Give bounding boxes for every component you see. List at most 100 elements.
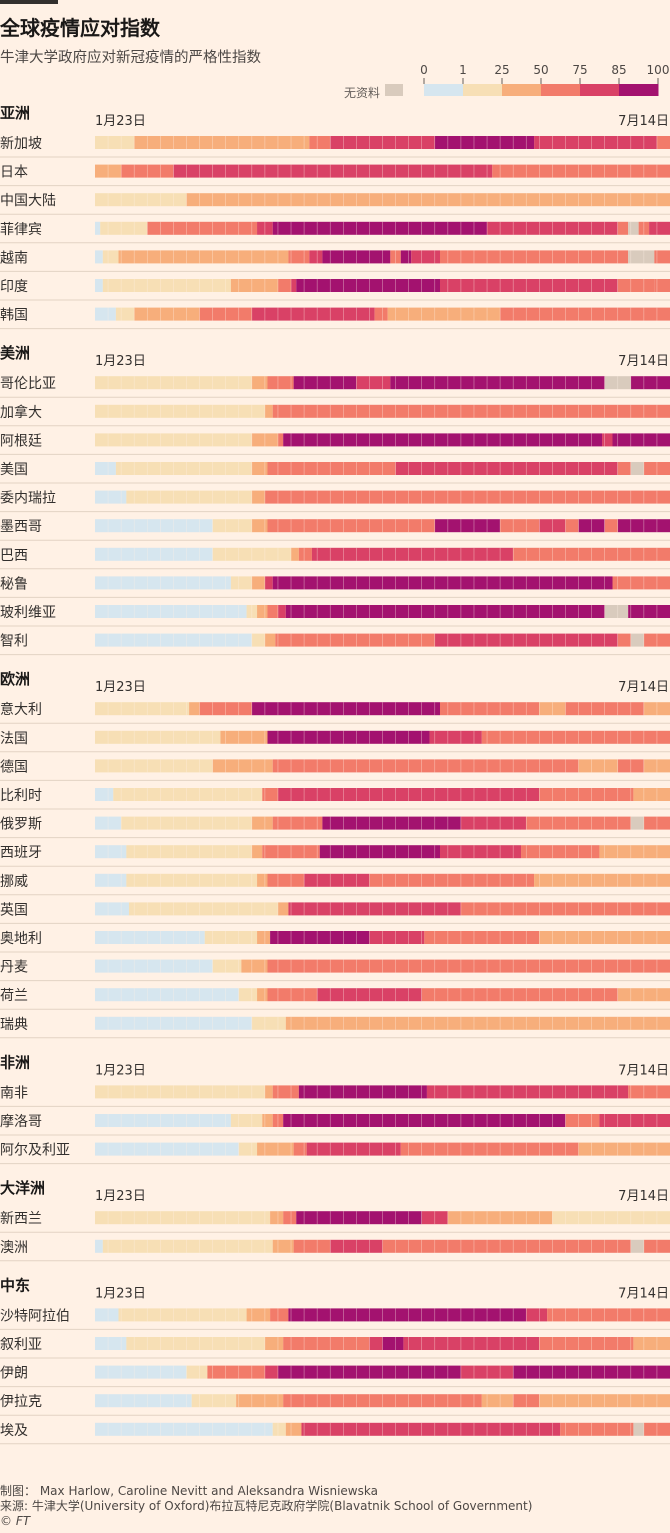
country-label: 韩国 — [0, 308, 28, 324]
legend-tick-label: 1 — [459, 63, 467, 77]
country-label: 玻利维亚 — [0, 605, 56, 621]
heat-segment — [426, 1085, 629, 1099]
heat-segment — [604, 519, 618, 533]
country-label: 伊拉克 — [0, 1394, 42, 1410]
heat-segment — [272, 1422, 286, 1436]
heat-segment — [95, 931, 205, 944]
heat-segment — [481, 730, 670, 744]
top-accent-bar — [0, 0, 58, 4]
heat-segment — [403, 1337, 540, 1350]
country-row: 挪威 — [0, 873, 670, 896]
heat-segment — [267, 730, 430, 744]
heat-segment — [612, 576, 670, 590]
region-label: 亚洲 — [0, 104, 30, 122]
country-row: 委内瑞拉 — [0, 490, 670, 513]
heat-segment — [95, 307, 116, 321]
legend-swatch-2 — [502, 84, 542, 96]
heat-segment — [95, 1114, 231, 1127]
heat-segment — [264, 1365, 278, 1379]
heat-segment — [251, 519, 268, 533]
heat-segment — [400, 1142, 579, 1156]
heat-segment — [633, 1422, 644, 1436]
x-start-label: 1月23日 — [95, 1189, 146, 1204]
heat-segment — [270, 931, 370, 944]
heat-segment — [481, 1394, 514, 1408]
heat-segment — [95, 959, 213, 973]
country-row: 越南 — [0, 250, 670, 272]
heat-segment — [311, 547, 514, 561]
heat-segment — [95, 490, 127, 504]
heat-segment — [95, 576, 231, 590]
heat-segment — [270, 1211, 284, 1225]
region-label: 美洲 — [0, 344, 30, 362]
heat-segment — [95, 1211, 271, 1225]
heat-segment — [440, 702, 540, 716]
heat-segment — [95, 873, 127, 887]
country-label: 智利 — [0, 634, 28, 650]
heat-segment — [521, 845, 600, 859]
heat-segment — [301, 1422, 561, 1436]
heat-segment — [102, 279, 231, 292]
heat-segment — [283, 433, 603, 447]
heat-segment — [186, 1365, 208, 1379]
heat-segment — [126, 845, 252, 859]
heat-segment — [95, 902, 129, 916]
country-row: 巴西 — [0, 547, 670, 570]
heat-segment — [126, 490, 252, 504]
heat-segment — [277, 605, 286, 618]
heat-segment — [189, 702, 200, 716]
heat-segment — [262, 788, 278, 801]
legend-tick-label: 50 — [533, 63, 548, 77]
country-label: 日本 — [0, 165, 28, 181]
country-label: 丹麦 — [0, 960, 28, 976]
heat-segment — [270, 1308, 289, 1322]
country-label: 法国 — [0, 731, 28, 747]
region-label: 非洲 — [0, 1053, 30, 1071]
heat-segment — [95, 519, 213, 533]
heat-segment — [236, 1394, 284, 1408]
heat-segment — [293, 376, 357, 390]
country-row: 印度 — [0, 279, 670, 301]
heat-segment — [264, 404, 273, 418]
country-label: 菲律宾 — [0, 222, 42, 238]
country-row: 伊拉克 — [0, 1394, 670, 1416]
country-label: 新加坡 — [0, 136, 42, 152]
heat-segment — [267, 376, 294, 390]
heat-segment — [275, 633, 435, 647]
legend-swatch-0 — [424, 84, 464, 96]
heat-segment — [251, 576, 265, 590]
heat-segment — [440, 250, 629, 264]
legend-tick-label: 0 — [420, 63, 428, 77]
heat-segment — [115, 462, 252, 475]
heat-segment — [630, 376, 670, 390]
heat-segment — [95, 702, 190, 716]
country-row: 伊朗 — [0, 1365, 670, 1388]
heat-segment — [322, 816, 461, 830]
heat-segment — [113, 788, 263, 801]
heat-segment — [251, 845, 263, 859]
legend-tick-label: 100 — [647, 63, 670, 77]
country-label: 秘鲁 — [0, 576, 28, 592]
heat-segment — [539, 788, 634, 801]
country-row: 新加坡 — [0, 136, 670, 158]
heat-segment — [257, 605, 268, 618]
heat-segment — [298, 1085, 427, 1099]
heat-segment — [309, 250, 323, 264]
chart-subtitle: 牛津大学政府应对新冠疫情的严格性指数 — [0, 50, 261, 66]
heat-segment — [118, 250, 289, 264]
heat-segment — [95, 730, 221, 744]
heat-segment — [95, 1422, 273, 1436]
heat-segment — [306, 1142, 401, 1156]
heat-segment — [400, 250, 412, 264]
country-label: 阿根廷 — [0, 433, 42, 449]
heat-segment — [257, 931, 271, 944]
heat-segment — [95, 250, 103, 264]
heat-segment — [251, 307, 375, 321]
chart-title: 全球疫情应对指数 — [0, 16, 160, 40]
heat-segment — [628, 221, 639, 235]
heat-segment — [500, 519, 540, 533]
heat-segment — [95, 221, 101, 235]
heat-segment — [251, 376, 268, 390]
country-row: 南非 — [0, 1085, 670, 1107]
